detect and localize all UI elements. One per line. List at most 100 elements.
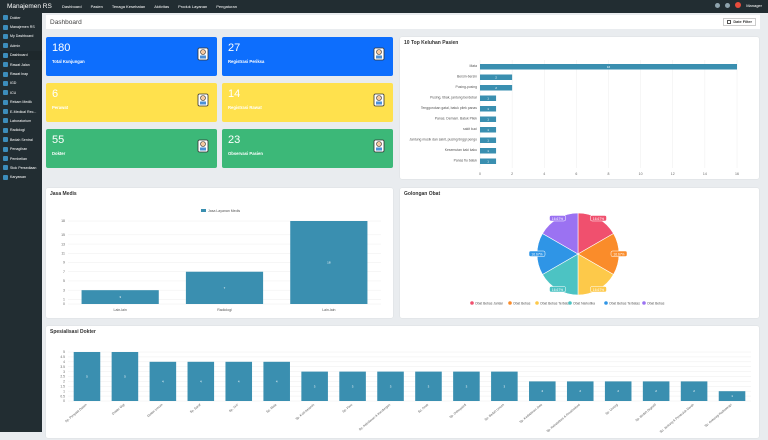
spesialis-bar[interactable] xyxy=(680,381,708,401)
spesialis-bar[interactable] xyxy=(111,352,139,401)
sidebar-item[interactable]: Dashboard xyxy=(0,50,42,60)
x-tick-label: 12 xyxy=(671,172,675,176)
sidebar-item[interactable]: Penagihan xyxy=(0,144,42,153)
bar-value-label: 4 xyxy=(200,379,202,383)
complaint-bar[interactable] xyxy=(480,137,497,144)
legend-swatch[interactable] xyxy=(568,301,572,305)
legend-swatch[interactable] xyxy=(508,301,512,305)
complaint-bar[interactable] xyxy=(480,158,497,165)
sidebar-item[interactable]: Rekam Medik xyxy=(0,98,42,107)
legend-label[interactable]: Obat Narkotika xyxy=(573,301,595,305)
sidebar-item[interactable]: My Dashboard xyxy=(0,32,42,41)
bar-value-label: 1 xyxy=(487,160,489,164)
spesialis-bar[interactable] xyxy=(604,381,632,401)
stat-card[interactable]: 14 Registrasi Rawat xyxy=(222,83,393,122)
spesialis-bar[interactable] xyxy=(73,352,101,401)
spesialis-bar[interactable] xyxy=(566,381,594,401)
bar-value-label: 4 xyxy=(162,379,164,383)
topnav-item[interactable]: Dashboard xyxy=(62,4,82,9)
legend-label[interactable]: Obat Bebas Terbatas xyxy=(609,301,640,305)
sidebar-item[interactable]: Laboratorium xyxy=(0,116,42,125)
complaint-bar[interactable] xyxy=(480,64,737,70)
page-title: Dashboard xyxy=(50,18,82,26)
sidebar-item[interactable]: Admin xyxy=(0,41,42,50)
legend-swatch[interactable] xyxy=(642,301,646,305)
topnav-item[interactable]: Produk Layanan xyxy=(178,4,208,9)
legend-swatch[interactable] xyxy=(470,301,474,305)
legend-swatch[interactable] xyxy=(535,301,539,305)
spesialis-bar[interactable] xyxy=(718,391,746,401)
jasa-bar[interactable] xyxy=(81,290,159,304)
menu-icon xyxy=(3,146,8,152)
spesialis-bar[interactable] xyxy=(491,371,518,401)
stat-label: Observasi Pasien xyxy=(228,151,263,156)
sidebar-item[interactable]: Manajemen RS xyxy=(0,22,42,31)
top-bar: Manajemen RS Dashboard Pasien Tenaga Keseh… xyxy=(0,0,768,13)
complaint-bar[interactable] xyxy=(480,95,497,102)
jasa-bar[interactable] xyxy=(185,271,264,304)
sidebar-item[interactable]: ICU xyxy=(0,88,42,97)
sidebar-item[interactable]: Stok Persediaan xyxy=(0,163,42,172)
y-tick-label: 7 xyxy=(63,270,65,274)
spesialis-bar[interactable] xyxy=(377,371,404,401)
stat-card[interactable]: 27 Registrasi Periksa xyxy=(222,37,393,76)
y-tick-label: 3.5 xyxy=(60,365,65,369)
complaint-bar[interactable] xyxy=(480,127,497,133)
sidebar-item[interactable]: IGD xyxy=(0,79,42,88)
user-name[interactable]: Manager xyxy=(746,2,762,8)
sidebar-item[interactable]: Rawat Inap xyxy=(0,69,42,78)
sidebar-item[interactable]: Pembelian xyxy=(0,154,42,163)
sidebar-item[interactable]: Karyawan xyxy=(0,173,42,182)
sidebar-item-label: Karyawan xyxy=(10,175,26,180)
category-label: Dokter Gigi xyxy=(111,403,126,416)
spesialis-bar[interactable] xyxy=(415,371,442,401)
chat-icon[interactable] xyxy=(715,2,721,8)
category-label: Sp. Kebidanan & Kandungan xyxy=(358,403,391,432)
calendar-icon xyxy=(727,20,732,24)
legend-label[interactable]: Obat Bebas Jantan xyxy=(475,301,503,305)
legend-label[interactable]: Obat Bebas xyxy=(513,301,531,305)
legend-label[interactable]: Obat Bebas xyxy=(647,301,665,305)
spesialis-bar[interactable] xyxy=(453,371,480,401)
spesialis-bar[interactable] xyxy=(642,381,670,401)
sidebar-item[interactable]: Dokter xyxy=(0,13,42,22)
legend-label[interactable]: Jasa Layanan Medis xyxy=(208,209,240,213)
brand[interactable]: Manajemen RS xyxy=(0,0,52,13)
complaint-bar[interactable] xyxy=(480,85,513,91)
complaint-bar[interactable] xyxy=(480,106,497,112)
stat-label: Perawat xyxy=(52,105,69,110)
topnav-item[interactable]: Pasien xyxy=(90,4,103,9)
sidebar-item[interactable]: Radiologi xyxy=(0,126,42,135)
topnav-item[interactable]: Aktivitas xyxy=(154,4,170,9)
settings-icon[interactable] xyxy=(725,2,731,8)
stat-card[interactable]: 6 Perawat xyxy=(46,83,217,122)
spesialis-bar[interactable] xyxy=(225,361,253,401)
date-filter-button[interactable]: Date Filter xyxy=(723,18,756,26)
complaint-bar[interactable] xyxy=(480,74,513,81)
bar-value-label: 2 xyxy=(617,389,619,393)
spesialis-bar[interactable] xyxy=(529,381,556,401)
complaint-bar[interactable] xyxy=(480,116,497,123)
complaint-bar[interactable] xyxy=(480,148,497,154)
menu-icon xyxy=(3,165,8,171)
topnav-item[interactable]: Pengaturan xyxy=(216,4,237,9)
legend-swatch[interactable] xyxy=(201,209,206,212)
spesialis-bar[interactable] xyxy=(339,371,366,401)
stat-card[interactable]: 180 Total Kunjungan xyxy=(46,37,217,76)
legend-label[interactable]: Obat Bebas Terbatas xyxy=(540,301,571,305)
sidebar-item[interactable]: Rawat Jalan xyxy=(0,60,42,69)
y-tick-label: 1.5 xyxy=(60,385,65,389)
spesialis-bar[interactable] xyxy=(301,371,328,401)
jasa-bar[interactable] xyxy=(290,221,368,304)
spesialis-bar[interactable] xyxy=(149,361,177,401)
stat-card[interactable]: 23 Observasi Pasien xyxy=(222,129,393,168)
spesialis-bar[interactable] xyxy=(187,361,215,401)
sidebar-item[interactable]: Bedah Sentral xyxy=(0,135,42,144)
topnav-item[interactable]: Tenaga Kesehatan xyxy=(111,4,146,9)
sidebar-item[interactable]: E-Medical Rec... xyxy=(0,107,42,116)
legend-swatch[interactable] xyxy=(604,301,608,305)
stat-card[interactable]: 55 Dokter xyxy=(46,129,217,168)
avatar[interactable] xyxy=(735,2,742,8)
stat-value: 27 xyxy=(228,42,241,54)
spesialis-bar[interactable] xyxy=(263,361,290,401)
